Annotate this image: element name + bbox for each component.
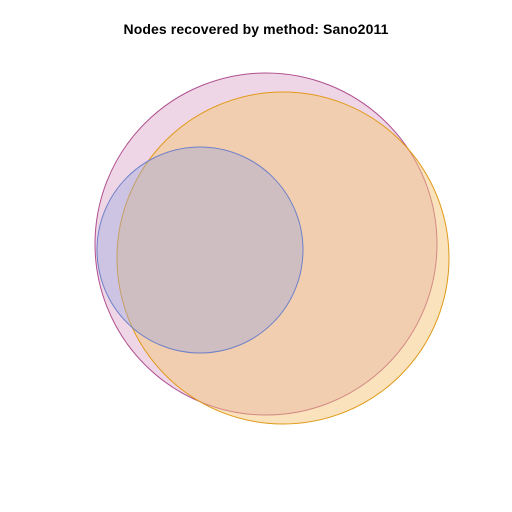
venn-circle-blue: [96, 146, 304, 354]
chart-title: Nodes recovered by method: Sano2011: [123, 21, 389, 37]
venn-circle-orange: [116, 91, 450, 425]
